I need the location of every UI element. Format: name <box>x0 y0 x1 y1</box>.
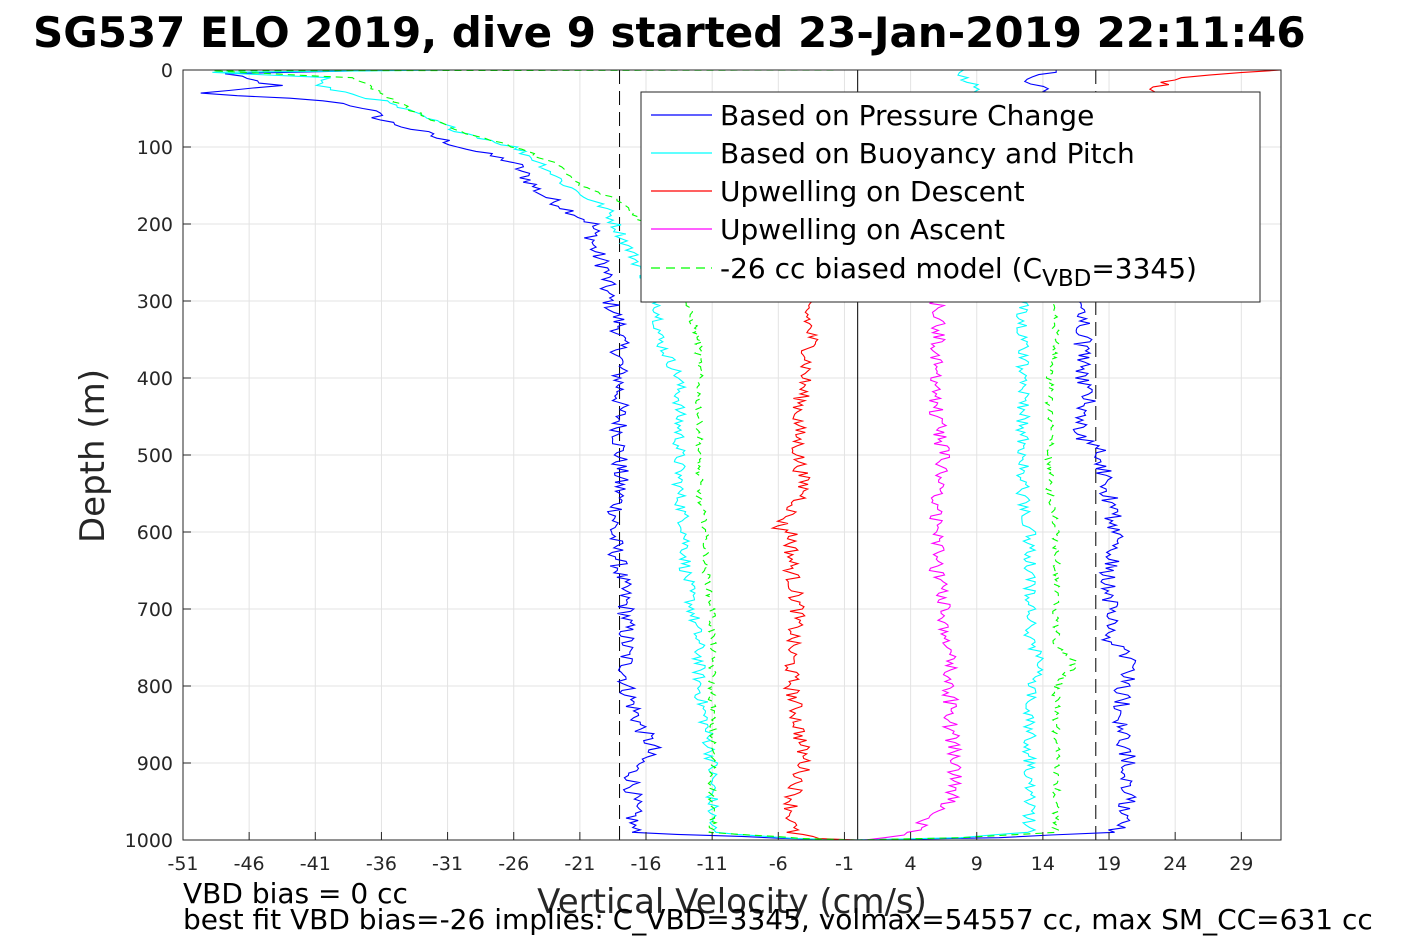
footer-line-2: best fit VBD bias=-26 implies: C_VBD=334… <box>183 903 1373 936</box>
x-tick-label: -31 <box>432 853 463 875</box>
x-tick-label: -16 <box>630 853 661 875</box>
legend: Based on Pressure Change Based on Buoyanc… <box>640 91 1261 303</box>
x-tick-label: -41 <box>300 853 331 875</box>
x-tick-label: -46 <box>234 853 265 875</box>
y-tick-label: 700 <box>137 599 173 621</box>
x-tick-label: -51 <box>167 853 198 875</box>
legend-label: Upwelling on Descent <box>720 175 1025 208</box>
y-tick-label: 900 <box>137 753 173 775</box>
x-tick-label: -21 <box>564 853 595 875</box>
x-axis-ticks: -51 -46 -41 -36 -31 -26 -21 -16 -11 -6 -1 4 9 14 19 24 2… <box>167 832 1253 875</box>
series-line <box>200 69 858 841</box>
x-tick-label: -6 <box>769 853 788 875</box>
x-tick-label: -11 <box>697 853 728 875</box>
y-tick-label: 400 <box>137 368 173 390</box>
y-tick-label: 100 <box>137 137 173 159</box>
series-line <box>212 69 858 841</box>
y-tick-label: 200 <box>137 214 173 236</box>
y-tick-label: 300 <box>137 291 173 313</box>
x-axis-label: Vertical Velocity (cm/s) <box>537 882 927 922</box>
series-line <box>212 69 858 841</box>
y-axis-label: Depth (m) <box>73 369 113 543</box>
x-tick-label: -26 <box>498 853 529 875</box>
legend-label: Based on Pressure Change <box>720 99 1094 132</box>
x-tick-label: 19 <box>1097 853 1121 875</box>
x-tick-label: 24 <box>1163 853 1187 875</box>
x-tick-label: 29 <box>1229 853 1253 875</box>
series-line <box>855 300 1079 841</box>
y-tick-label: 0 <box>161 60 173 82</box>
x-tick-label: 9 <box>971 853 983 875</box>
footer-line-1: VBD bias = 0 cc <box>183 877 408 910</box>
chart-title: SG537 ELO 2019, dive 9 started 23-Jan-20… <box>33 8 1306 57</box>
legend-label: -26 cc biased model (CVBD=3345) <box>720 252 1197 292</box>
y-tick-label: 800 <box>137 676 173 698</box>
y-tick-label: 1000 <box>125 830 173 852</box>
x-tick-label: -1 <box>835 853 854 875</box>
series-line <box>864 300 963 841</box>
y-tick-label: 500 <box>137 445 173 467</box>
y-tick-label: 600 <box>137 522 173 544</box>
legend-label: Based on Buoyancy and Pitch <box>720 137 1135 170</box>
x-tick-label: 14 <box>1031 853 1055 875</box>
x-tick-label: -36 <box>366 853 397 875</box>
y-axis-ticks: 0 100 200 300 400 500 600 700 800 900 1000 <box>125 60 191 852</box>
legend-box <box>640 91 1261 303</box>
x-tick-label: 4 <box>905 853 917 875</box>
legend-label: Upwelling on Ascent <box>720 213 1005 246</box>
